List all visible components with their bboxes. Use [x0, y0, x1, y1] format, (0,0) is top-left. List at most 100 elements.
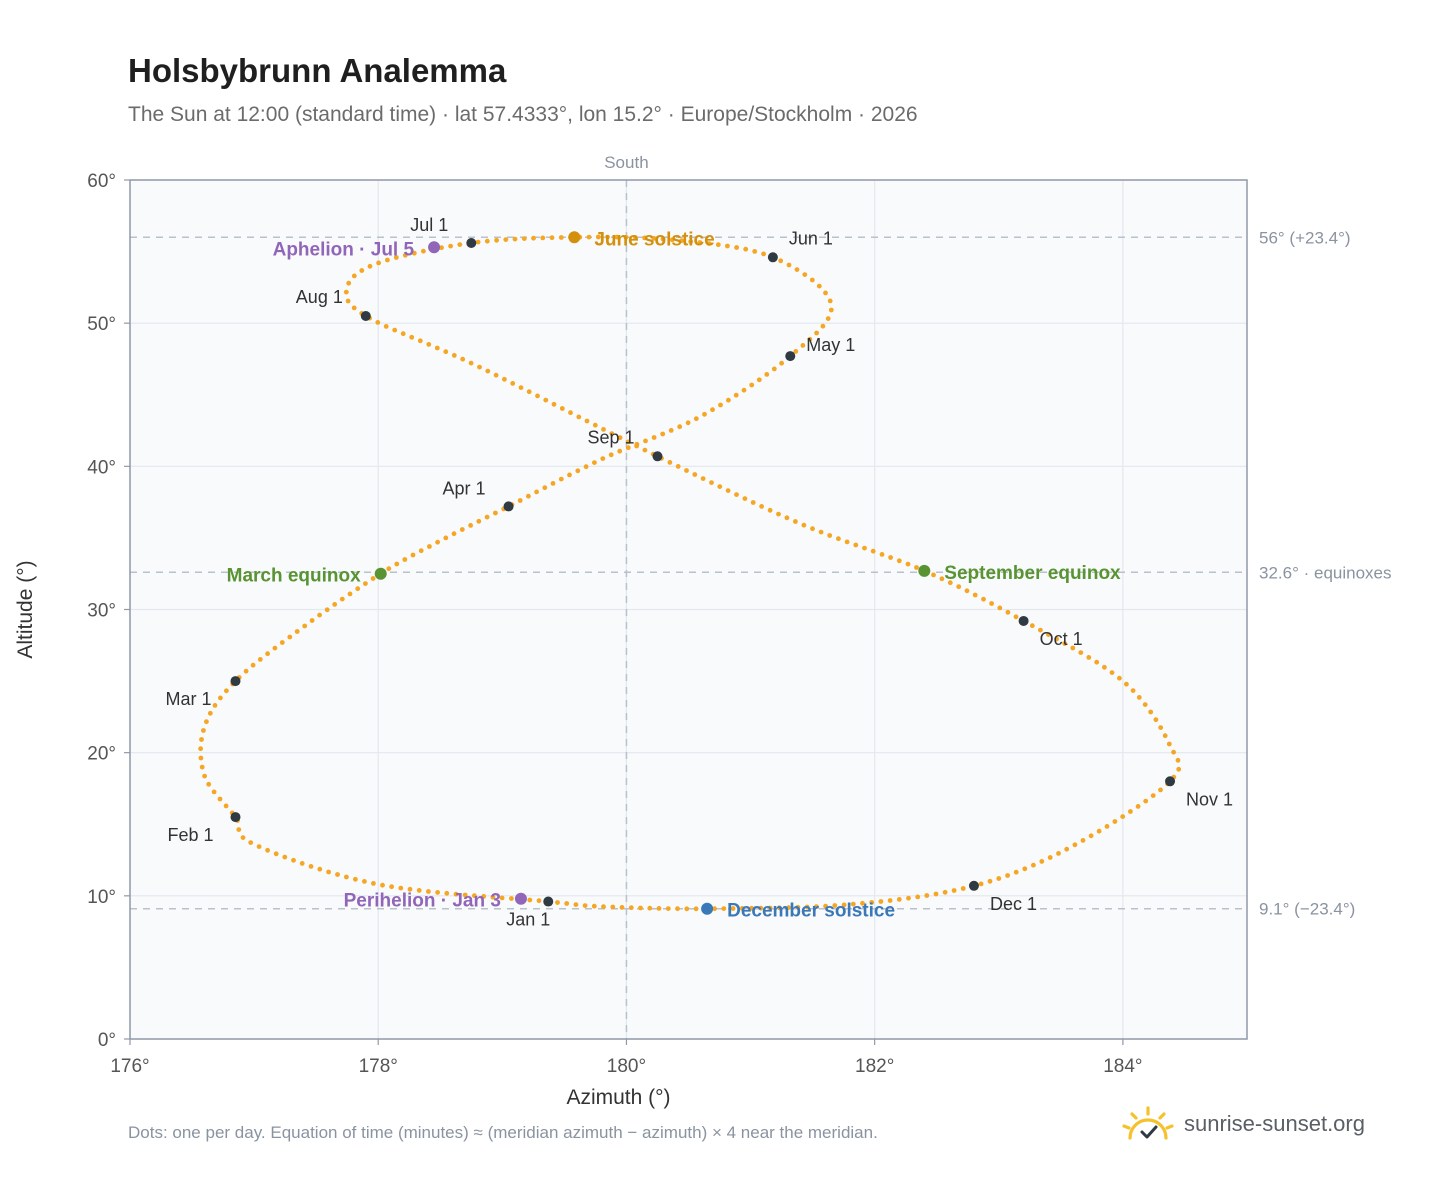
daily-dot	[398, 885, 404, 891]
daily-dot	[656, 906, 662, 911]
daily-dot	[1086, 655, 1092, 660]
daily-dot	[453, 891, 459, 897]
daily-dot	[503, 237, 509, 243]
daily-dot	[771, 366, 777, 372]
daily-dot	[426, 342, 432, 347]
daily-dot	[235, 818, 240, 823]
month-label: May 1	[806, 335, 855, 355]
daily-dot	[814, 330, 819, 336]
footnote: Dots: one per day. Equation of time (min…	[128, 1123, 878, 1142]
daily-dot	[204, 719, 209, 725]
daily-dot	[540, 235, 546, 241]
daily-dot	[793, 519, 798, 524]
daily-dot	[421, 248, 426, 254]
daily-dot	[717, 484, 723, 489]
daily-dot	[460, 356, 466, 362]
daily-dot	[575, 468, 581, 474]
daily-dot	[742, 496, 748, 501]
event-marker	[428, 241, 441, 254]
daily-dot	[609, 431, 615, 436]
daily-dot	[459, 527, 465, 532]
daily-dot	[393, 255, 399, 260]
daily-dot	[535, 393, 540, 399]
daily-dot	[551, 401, 557, 407]
daily-dot	[282, 854, 288, 860]
daily-dot	[870, 548, 876, 554]
daily-dot	[1022, 866, 1028, 872]
event-label: June solstice	[594, 229, 714, 250]
month-label: Jun 1	[789, 228, 833, 248]
daily-dot	[294, 629, 300, 634]
daily-dot	[807, 336, 813, 342]
daily-dot	[564, 901, 570, 906]
daily-dot	[317, 866, 323, 872]
x-tick-label: 182°	[855, 1056, 894, 1077]
daily-dot	[370, 576, 376, 581]
daily-dot	[402, 252, 408, 258]
daily-dot	[468, 360, 474, 366]
daily-dot	[451, 353, 457, 358]
month-label: Oct 1	[1040, 629, 1083, 649]
y-tick-label: 20°	[87, 744, 116, 765]
daily-dot	[1176, 766, 1182, 772]
daily-dot	[426, 889, 431, 894]
daily-dot	[642, 235, 647, 241]
event-marker	[514, 892, 527, 905]
daily-dot	[786, 262, 792, 268]
month-label: Dec 1	[990, 894, 1037, 914]
daily-dot	[1143, 798, 1149, 804]
daily-dot	[1158, 787, 1163, 793]
chart-title: Holsbybrunn Analemma	[128, 52, 507, 89]
daily-dot	[679, 238, 684, 244]
daily-dot	[725, 243, 730, 249]
daily-dot	[484, 238, 490, 244]
daily-dot	[499, 895, 505, 901]
y-tick-label: 30°	[87, 601, 116, 622]
daily-dot	[802, 272, 808, 277]
daily-dot	[367, 263, 373, 269]
daily-dot	[1158, 725, 1164, 730]
daily-dot	[795, 904, 801, 910]
daily-dot	[660, 236, 666, 242]
daily-dot	[250, 662, 256, 668]
daily-dot	[573, 902, 579, 907]
daily-dot	[230, 681, 236, 687]
daily-dot	[827, 533, 833, 538]
daily-dot	[378, 571, 384, 576]
daily-dot	[675, 906, 680, 912]
month-marker	[360, 311, 371, 322]
daily-dot	[481, 894, 487, 899]
month-label: Sep 1	[587, 427, 634, 447]
daily-dot	[287, 634, 293, 640]
daily-dot	[710, 407, 715, 413]
daily-dot	[1150, 793, 1156, 798]
daily-dot	[688, 239, 694, 245]
daily-dot	[457, 242, 463, 248]
sun-check-icon	[1122, 1106, 1174, 1140]
daily-dot	[905, 561, 911, 567]
daily-dot	[339, 596, 345, 602]
daily-dot	[800, 343, 806, 348]
daily-dot	[776, 511, 781, 517]
daily-dot	[628, 905, 634, 911]
daily-dot	[586, 234, 592, 240]
daily-dot	[1039, 859, 1045, 864]
daily-dot	[623, 234, 629, 240]
daily-dot	[793, 349, 799, 354]
daily-dot	[1046, 632, 1051, 637]
daily-dot	[526, 389, 532, 395]
month-marker	[466, 237, 477, 248]
daily-dot	[617, 435, 623, 441]
daily-dot	[343, 289, 349, 295]
daily-dot	[1175, 757, 1181, 763]
brand[interactable]: sunrise-sunset.org	[1120, 1102, 1420, 1146]
daily-dot	[862, 545, 867, 551]
daily-dot	[1171, 749, 1176, 755]
daily-dot	[651, 236, 657, 241]
daily-dot	[534, 489, 539, 495]
daily-dot	[784, 515, 790, 521]
daily-dot	[1130, 688, 1136, 693]
chart-subtitle: The Sun at 12:00 (standard time) · lat 5…	[128, 103, 918, 126]
daily-dot	[279, 640, 285, 645]
month-marker	[503, 501, 514, 512]
